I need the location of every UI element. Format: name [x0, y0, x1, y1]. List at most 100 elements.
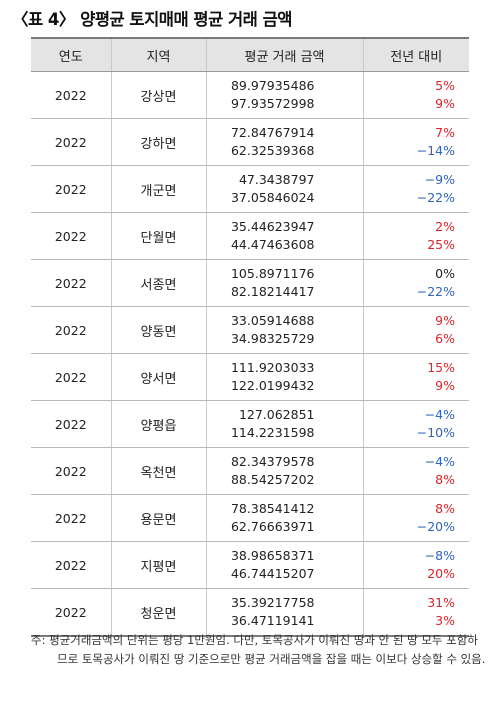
- cell-region: 단월면: [110, 212, 206, 260]
- cell-price: 127.062851 114.2231598: [205, 400, 363, 448]
- cell-year: 2022: [31, 71, 111, 119]
- price-value: 105.8971176: [230, 266, 315, 281]
- table-row: 2022 서종면 105.8971176 82.18214417 0% −22%: [31, 259, 469, 307]
- header-year: 연도: [31, 37, 111, 72]
- table-title: 〈표 4〉 양평균 토지매매 평균 거래 금액: [12, 10, 292, 29]
- cell-change: 0% −22%: [362, 259, 469, 307]
- cell-year: 2022: [31, 118, 111, 166]
- price-value: 62.32539368: [230, 143, 315, 158]
- table-row: 2022 단월면 35.44623947 44.47463608 2% 25%: [31, 212, 469, 260]
- table-row: 2022 양서면 111.9203033 122.0199432 15% 9%: [31, 353, 469, 401]
- cell-year: 2022: [31, 494, 111, 542]
- price-value: 127.062851: [238, 407, 315, 422]
- change-value: 3%: [435, 613, 455, 628]
- cell-year: 2022: [31, 353, 111, 401]
- price-value: 44.47463608: [230, 237, 315, 252]
- change-value: −4%: [424, 407, 455, 422]
- cell-year: 2022: [31, 212, 111, 260]
- cell-region: 강하면: [110, 118, 206, 166]
- table-row: 2022 양평읍 127.062851 114.2231598 −4% −10%: [31, 400, 469, 448]
- change-value: 25%: [427, 237, 455, 252]
- cell-change: −4% 8%: [362, 447, 469, 495]
- change-value: 6%: [435, 331, 455, 346]
- table-row: 2022 옥천면 82.34379578 88.54257202 −4% 8%: [31, 447, 469, 495]
- price-value: 89.97935486: [230, 78, 315, 93]
- cell-change: −9% −22%: [362, 165, 469, 213]
- price-value: 111.9203033: [230, 360, 315, 375]
- change-value: −9%: [424, 172, 455, 187]
- table-row: 2022 양동면 33.05914688 34.98325729 9% 6%: [31, 306, 469, 354]
- cell-change: 5% 9%: [362, 71, 469, 119]
- change-value: 9%: [435, 313, 455, 328]
- table-row: 2022 청운면 35.39217758 36.47119141 31% 3%: [31, 588, 469, 637]
- cell-change: 15% 9%: [362, 353, 469, 401]
- change-value: −22%: [416, 190, 455, 205]
- price-value: 46.74415207: [230, 566, 315, 581]
- price-value: 88.54257202: [230, 472, 315, 487]
- price-value: 82.34379578: [230, 454, 315, 469]
- price-value: 38.98658371: [230, 548, 315, 563]
- header-price: 평균 거래 금액: [205, 37, 363, 72]
- change-value: 31%: [427, 595, 455, 610]
- land-price-table: 연도 지역 평균 거래 금액 전년 대비 2022 강상면 89.97935486 9…: [31, 37, 469, 637]
- price-value: 47.3438797: [238, 172, 315, 187]
- cell-price: 78.38541412 62.76663971: [205, 494, 363, 542]
- cell-price: 47.3438797 37.05846024: [205, 165, 363, 213]
- table-row: 2022 강상면 89.97935486 97.93572998 5% 9%: [31, 71, 469, 119]
- header-row: 연도 지역 평균 거래 금액 전년 대비: [31, 37, 469, 72]
- change-value: 8%: [435, 501, 455, 516]
- cell-change: 7% −14%: [362, 118, 469, 166]
- change-value: 8%: [435, 472, 455, 487]
- cell-region: 개군면: [110, 165, 206, 213]
- price-value: 72.84767914: [230, 125, 315, 140]
- change-value: −22%: [416, 284, 455, 299]
- cell-price: 35.39217758 36.47119141: [205, 588, 363, 637]
- change-value: 2%: [435, 219, 455, 234]
- cell-year: 2022: [31, 306, 111, 354]
- table-row: 2022 지평면 38.98658371 46.74415207 −8% 20%: [31, 541, 469, 589]
- change-value: 20%: [427, 566, 455, 581]
- cell-price: 72.84767914 62.32539368: [205, 118, 363, 166]
- cell-year: 2022: [31, 541, 111, 589]
- table-row: 2022 개군면 47.3438797 37.05846024 −9% −22%: [31, 165, 469, 213]
- price-value: 35.44623947: [230, 219, 315, 234]
- price-value: 122.0199432: [230, 378, 315, 393]
- cell-change: 9% 6%: [362, 306, 469, 354]
- cell-year: 2022: [31, 447, 111, 495]
- cell-price: 35.44623947 44.47463608: [205, 212, 363, 260]
- table-row: 2022 강하면 72.84767914 62.32539368 7% −14%: [31, 118, 469, 166]
- cell-change: 2% 25%: [362, 212, 469, 260]
- price-value: 82.18214417: [230, 284, 315, 299]
- cell-region: 양서면: [110, 353, 206, 401]
- cell-price: 105.8971176 82.18214417: [205, 259, 363, 307]
- cell-price: 38.98658371 46.74415207: [205, 541, 363, 589]
- cell-year: 2022: [31, 165, 111, 213]
- change-value: −14%: [416, 143, 455, 158]
- cell-region: 강상면: [110, 71, 206, 119]
- price-value: 36.47119141: [230, 613, 315, 628]
- cell-price: 89.97935486 97.93572998: [205, 71, 363, 119]
- cell-change: 31% 3%: [362, 588, 469, 637]
- price-value: 97.93572998: [230, 96, 315, 111]
- footnote: 주: 평균거래금액의 단위는 평당 1만원임. 다만, 토목공사가 이뤄진 땅과…: [31, 633, 486, 666]
- change-value: −8%: [424, 548, 455, 563]
- price-value: 114.2231598: [230, 425, 315, 440]
- header-change: 전년 대비: [362, 37, 469, 72]
- cell-region: 옥천면: [110, 447, 206, 495]
- cell-change: 8% −20%: [362, 494, 469, 542]
- cell-region: 지평면: [110, 541, 206, 589]
- cell-price: 111.9203033 122.0199432: [205, 353, 363, 401]
- change-value: 9%: [435, 378, 455, 393]
- change-value: −20%: [416, 519, 455, 534]
- price-value: 78.38541412: [230, 501, 315, 516]
- change-value: 15%: [427, 360, 455, 375]
- cell-region: 용문면: [110, 494, 206, 542]
- price-value: 33.05914688: [230, 313, 315, 328]
- price-value: 62.76663971: [230, 519, 315, 534]
- change-value: 5%: [435, 78, 455, 93]
- change-value: 9%: [435, 96, 455, 111]
- table-body: 2022 강상면 89.97935486 97.93572998 5% 9% 2022 강하면…: [31, 71, 469, 637]
- price-value: 35.39217758: [230, 595, 315, 610]
- change-value: 7%: [435, 125, 455, 140]
- cell-region: 서종면: [110, 259, 206, 307]
